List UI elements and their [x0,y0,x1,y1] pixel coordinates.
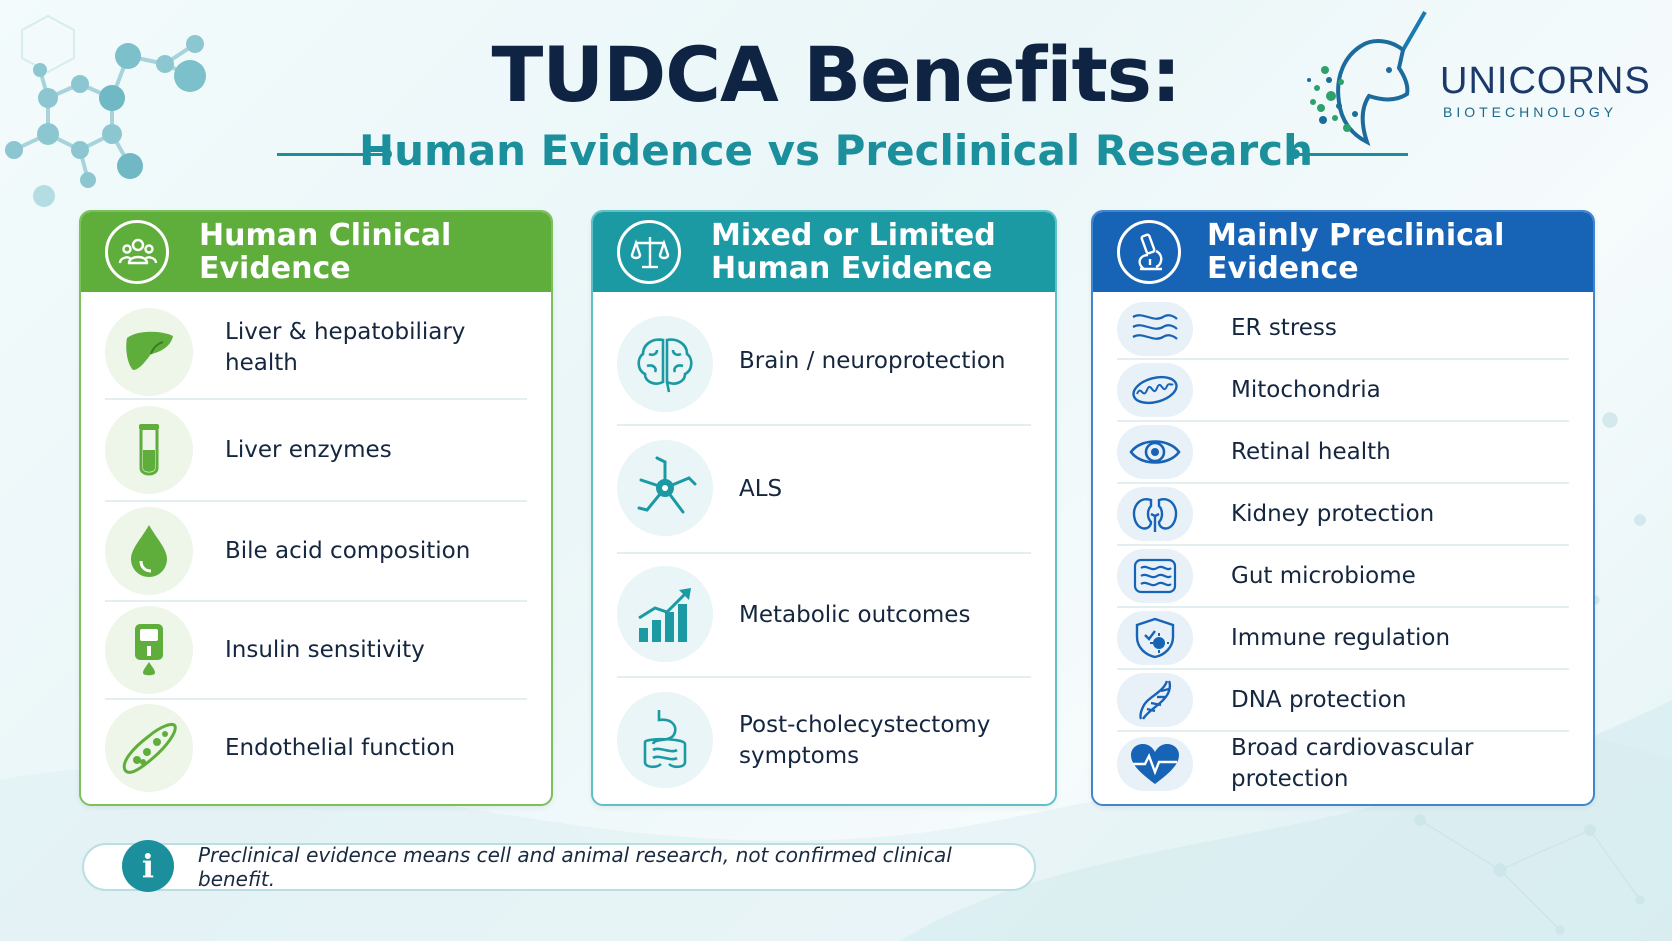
subtitle-left-rule [277,153,385,156]
footnote-text: Preclinical evidence means cell and anim… [198,843,952,891]
item-label: Post-cholecystectomy symptoms [739,678,990,804]
item-label: Liver & hepatobiliary health [225,319,466,376]
panel-title-line: Human Evidence [711,251,993,286]
item-label: Metabolic outcomes [739,601,971,628]
panel-header: Mixed or Limited Human Evidence [593,212,1055,292]
balance-scale-icon [617,220,681,284]
item-label: ER stress [1231,314,1337,341]
panel-header: Human Clinical Evidence [81,212,551,292]
bar-chart-icon [617,566,713,662]
intestine-icon [1117,549,1193,603]
shield-virus-icon [1117,611,1193,665]
panel-title: Human Clinical Evidence [199,218,452,286]
panel-title-line: Mixed or Limited [711,218,996,253]
item-label: Endothelial function [225,734,456,761]
list-item: Retinal health [1117,422,1569,484]
glucose-meter-icon [105,606,193,694]
liver-icon [105,308,193,396]
footnote-banner: i Preclinical evidence means cell and an… [82,840,1036,892]
heart-pulse-icon [1117,737,1193,791]
blood-vessel-icon [105,704,193,792]
list-item: Liver & hepatobiliary health [105,298,527,400]
item-label: Retinal health [1231,438,1391,465]
list-item: Endothelial function [105,700,527,800]
item-label: DNA protection [1231,686,1407,713]
list-item: Kidney protection [1117,484,1569,546]
list-item: Insulin sensitivity [105,602,527,700]
subtitle-left-dot [382,149,392,159]
mitochondria-icon [1117,363,1193,417]
item-label: Broad cardiovascular protection [1231,735,1474,792]
panel-human-clinical-evidence: Human Clinical Evidence Liver & hepatobi… [79,210,553,806]
panel-header: Mainly Preclinical Evidence [1093,212,1593,292]
subtitle-row: Human Evidence vs Preclinical Research [0,126,1672,182]
item-label: ALS [739,475,783,502]
subtitle-right-dot [1290,149,1300,159]
molecule-decoration-icon [5,14,206,207]
list-item: Post-cholecystectomy symptoms [617,678,1031,804]
list-item: ER stress [1117,298,1569,360]
item-label: Brain / neuroprotection [739,347,1006,374]
microscope-icon [1117,220,1181,284]
list-item: Immune regulation [1117,608,1569,670]
panel-title: Mainly Preclinical Evidence [1207,218,1505,286]
list-item: Liver enzymes [105,400,527,502]
item-label: Immune regulation [1231,624,1451,651]
list-item: Bile acid composition [105,502,527,602]
people-group-icon [105,220,169,284]
list-item: Brain / neuroprotection [617,298,1031,426]
list-item: DNA protection [1117,670,1569,732]
list-item: Metabolic outcomes [617,554,1031,678]
dna-icon [1117,673,1193,727]
panel-preclinical-evidence: Mainly Preclinical Evidence ER stress Mi… [1091,210,1595,806]
item-label: Gut microbiome [1231,562,1416,589]
page-subtitle: Human Evidence vs Preclinical Research [359,126,1313,175]
kidney-icon [1117,487,1193,541]
list-item: ALS [617,426,1031,554]
info-icon: i [122,840,174,892]
endoplasmic-reticulum-icon [1117,302,1193,356]
item-label-line: Post-cholecystectomy [739,712,991,738]
panel-title: Mixed or Limited Human Evidence [711,212,996,292]
test-tube-icon [105,406,193,494]
item-label: Liver enzymes [225,436,392,463]
panel-mixed-limited-evidence: Mixed or Limited Human Evidence Brain / … [591,210,1057,806]
brain-icon [617,316,713,412]
unicorn-logo-icon [1307,10,1427,146]
company-logo: UNICORNS BIOTECHNOLOGY [1295,10,1655,150]
item-label: Bile acid composition [225,537,471,564]
logo-name: UNICORNS [1440,60,1651,102]
list-item: Mitochondria [1117,360,1569,422]
droplet-icon [105,507,193,595]
item-label: Kidney protection [1231,500,1435,527]
list-item: Broad cardiovascular protection [1117,732,1569,796]
neuron-icon [617,440,713,536]
eye-icon [1117,425,1193,479]
logo-tagline: BIOTECHNOLOGY [1443,104,1618,120]
item-label: Insulin sensitivity [225,636,425,663]
subtitle-right-rule [1296,153,1408,156]
page-title: TUDCA Benefits: [491,30,1182,119]
item-label: Mitochondria [1231,376,1381,403]
digestive-tract-icon [617,692,713,788]
list-item: Gut microbiome [1117,546,1569,608]
item-label-line: symptoms [739,743,860,769]
